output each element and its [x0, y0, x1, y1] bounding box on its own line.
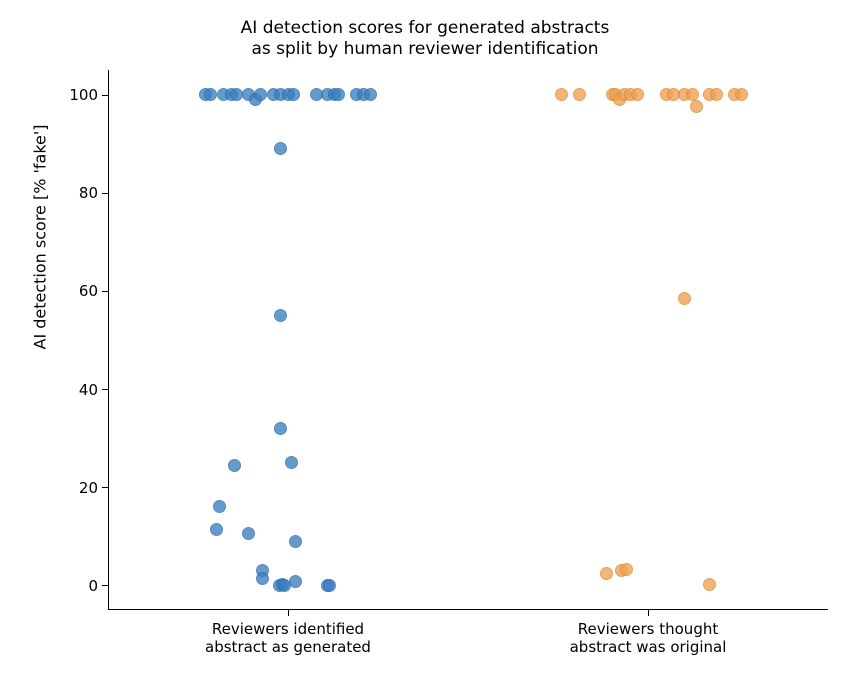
- scatter-point: [710, 88, 723, 101]
- ytick-label: 80: [58, 184, 98, 202]
- xtick-mark: [288, 610, 289, 616]
- ytick-label: 40: [58, 381, 98, 399]
- scatter-point: [210, 523, 223, 536]
- ytick-mark: [102, 487, 108, 488]
- scatter-point: [228, 459, 241, 472]
- y-axis-label: AI detection score [% 'fake']: [31, 330, 50, 350]
- scatter-point: [256, 572, 269, 585]
- ytick-mark: [102, 389, 108, 390]
- chart-container: AI detection scores for generated abstra…: [0, 0, 850, 684]
- xtick-label: Reviewers thought abstract was original: [498, 620, 798, 656]
- ytick-label: 0: [58, 577, 98, 595]
- ytick-label: 20: [58, 479, 98, 497]
- scatter-point: [230, 88, 243, 101]
- scatter-point: [631, 88, 644, 101]
- scatter-point: [600, 567, 613, 580]
- ytick-mark: [102, 291, 108, 292]
- chart-title: AI detection scores for generated abstra…: [0, 18, 850, 61]
- chart-title-line1: AI detection scores for generated abstra…: [0, 18, 850, 39]
- scatter-point: [678, 292, 691, 305]
- scatter-point: [703, 578, 716, 591]
- ytick-mark: [102, 193, 108, 194]
- xtick-label: Reviewers identified abstract as generat…: [138, 620, 438, 656]
- ytick-label: 60: [58, 282, 98, 300]
- scatter-point: [289, 535, 302, 548]
- scatter-point: [332, 88, 345, 101]
- xtick-mark: [648, 610, 649, 616]
- scatter-point: [278, 579, 291, 592]
- ytick-label: 100: [58, 86, 98, 104]
- ytick-mark: [102, 95, 108, 96]
- ytick-mark: [102, 585, 108, 586]
- chart-title-line2: as split by human reviewer identificatio…: [0, 39, 850, 60]
- scatter-point: [204, 88, 217, 101]
